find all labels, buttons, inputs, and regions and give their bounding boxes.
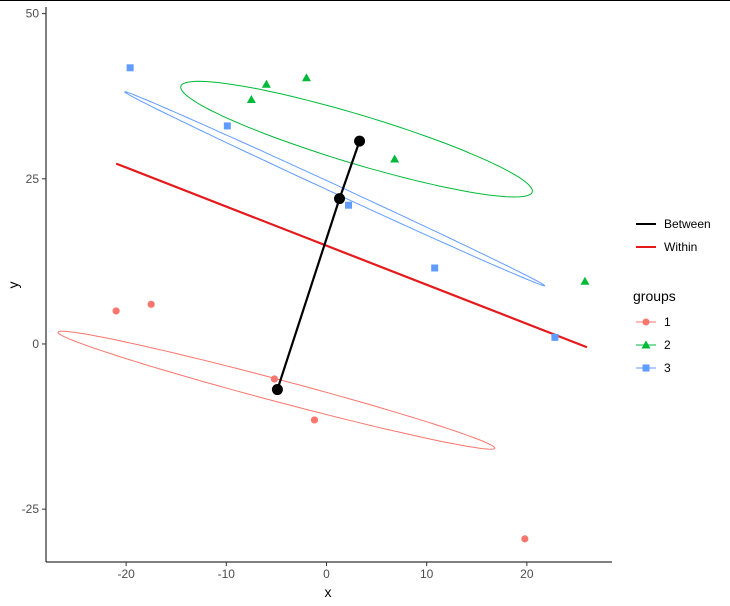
axes-layer: -20 -10 0 10 20 -25 0 25 50 x y — [5, 7, 612, 600]
legend-key-square-3 — [642, 364, 650, 372]
ellipses-layer — [57, 80, 546, 450]
y-axis-title: y — [5, 282, 21, 289]
point-group-2 — [246, 95, 256, 103]
legend-label-within: Within — [664, 240, 697, 254]
point-group-3 — [223, 122, 231, 130]
within-line — [115, 162, 588, 349]
x-axis-title: x — [325, 584, 332, 600]
point-group-3 — [551, 333, 559, 341]
between-line — [276, 140, 361, 390]
x-tick-label: 20 — [520, 567, 534, 581]
y-ticks: -25 0 25 50 — [22, 7, 46, 516]
group-mean-3 — [334, 193, 346, 205]
x-tick-label: -20 — [117, 567, 135, 581]
plot-panel — [57, 64, 590, 543]
point-group-1 — [112, 307, 120, 315]
groups-legend: groups 1 2 3 — [633, 288, 676, 375]
point-group-2 — [390, 154, 400, 163]
ellipse-group-1 — [57, 330, 496, 450]
legend-label-3: 3 — [664, 361, 671, 375]
point-group-2 — [301, 73, 311, 82]
group-mean-2 — [354, 135, 366, 147]
legend-title-groups: groups — [633, 288, 676, 304]
legend-label-1: 1 — [664, 315, 671, 329]
point-group-1 — [270, 375, 279, 383]
point-group-2 — [261, 79, 271, 88]
means-layer — [271, 135, 366, 396]
point-group-1 — [310, 416, 319, 424]
y-tick-label: -25 — [22, 502, 40, 516]
y-tick-label: 0 — [32, 337, 39, 351]
ellipse-group-2 — [180, 80, 533, 198]
point-group-1 — [521, 535, 529, 543]
y-tick-label: 50 — [26, 7, 40, 21]
point-group-2 — [580, 276, 590, 285]
lines-layer — [115, 140, 588, 390]
legend-label-2: 2 — [664, 338, 671, 352]
x-ticks: -20 -10 0 10 20 — [117, 562, 534, 581]
ellipse-group-3 — [123, 91, 546, 287]
y-tick-label: 25 — [26, 172, 40, 186]
legend-key-circle-1 — [642, 318, 650, 326]
line-legend: Between Within — [636, 217, 711, 254]
x-tick-label: 10 — [420, 567, 434, 581]
group-mean-1 — [271, 384, 283, 396]
legend-key-triangle-2 — [641, 340, 651, 349]
point-group-3 — [345, 201, 353, 209]
points-layer — [112, 64, 590, 543]
x-tick-label: 0 — [323, 567, 330, 581]
point-group-3 — [431, 264, 439, 272]
x-tick-label: -10 — [218, 567, 236, 581]
point-group-3 — [126, 64, 134, 72]
legend-label-between: Between — [664, 217, 711, 231]
top-border-line — [0, 0, 730, 1]
point-group-1 — [147, 300, 155, 308]
